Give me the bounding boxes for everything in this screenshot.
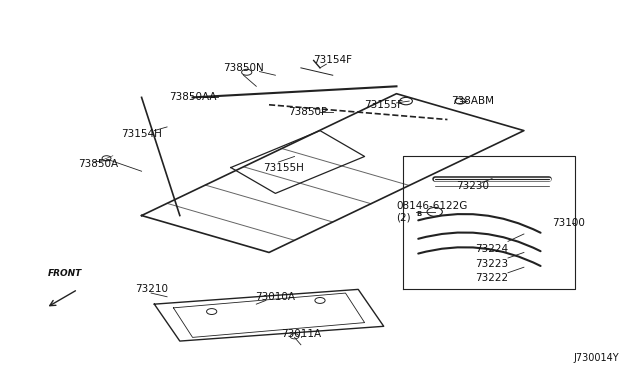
Text: 73850N: 73850N bbox=[223, 63, 264, 73]
Text: 73850A: 73850A bbox=[78, 159, 118, 169]
Circle shape bbox=[399, 97, 412, 105]
Text: 73155F: 73155F bbox=[364, 100, 403, 110]
Text: 73154H: 73154H bbox=[121, 129, 162, 139]
Text: 73011A: 73011A bbox=[281, 329, 321, 339]
Text: 73230: 73230 bbox=[456, 181, 490, 191]
Text: 73154F: 73154F bbox=[313, 55, 352, 65]
Text: 73100: 73100 bbox=[552, 218, 585, 228]
Text: 73155H: 73155H bbox=[262, 163, 303, 173]
Text: 73010A: 73010A bbox=[255, 292, 296, 302]
Text: J730014Y: J730014Y bbox=[574, 353, 620, 363]
Text: 73222: 73222 bbox=[476, 273, 509, 283]
Text: 738ABM: 738ABM bbox=[451, 96, 495, 106]
Text: 73850AA: 73850AA bbox=[169, 92, 216, 102]
Text: 08146-6122G
(2): 08146-6122G (2) bbox=[396, 201, 468, 223]
Text: B: B bbox=[416, 211, 421, 217]
Text: 73224: 73224 bbox=[476, 244, 509, 254]
Text: 73223: 73223 bbox=[476, 259, 509, 269]
Text: 73210: 73210 bbox=[135, 284, 168, 294]
Text: 73850P: 73850P bbox=[287, 107, 327, 117]
Text: FRONT: FRONT bbox=[48, 269, 82, 278]
